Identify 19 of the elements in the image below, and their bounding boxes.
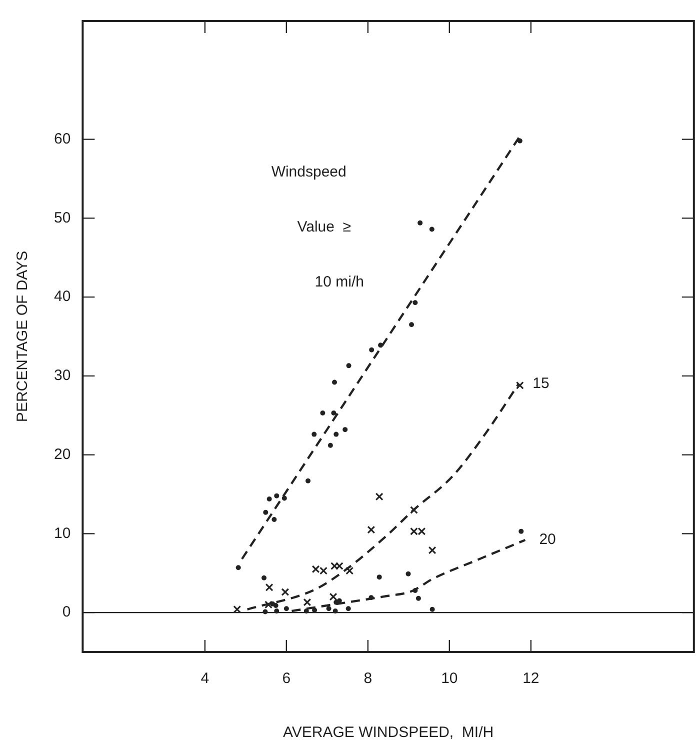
y-tick-label: 20 [54,446,71,463]
x-tick-label: 10 [441,670,458,688]
x-tick-label: 8 [364,670,372,688]
y-tick-label: 40 [54,288,71,306]
y-tick-label: 30 [54,367,71,384]
y-tick-label: 50 [54,209,71,226]
x-axis-title: AVERAGE WINDSPEED, MI/H [282,724,494,742]
x-tick-label: 6 [282,670,291,688]
y-axis-title: PERCENTAGE OF DAYS [14,250,32,422]
annotation: 10 mi/h [314,274,364,291]
x-tick-label: 12 [522,670,540,688]
y-tick-label: 60 [54,130,71,148]
annotation: Windspeed [271,164,346,181]
y-tick-label: 10 [54,524,71,542]
x-tick-label: 4 [200,670,210,688]
y-tick-label: 0 [62,604,71,621]
annotation: Value ≥ [297,218,352,236]
series-label: 15 [532,374,550,392]
series-label: 20 [539,531,556,548]
